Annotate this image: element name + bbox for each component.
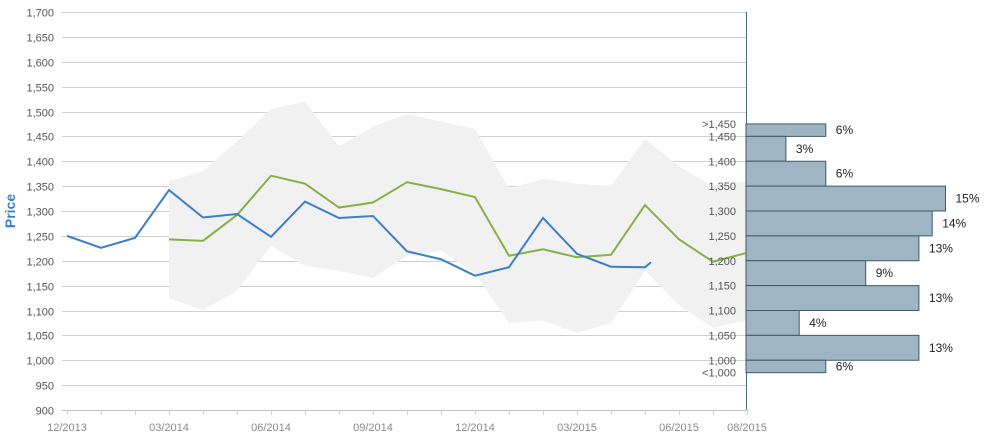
- histogram-bin-label: <1,000: [702, 368, 736, 380]
- histogram-bar: [745, 260, 867, 287]
- histogram-percent-label: 3%: [796, 142, 814, 156]
- y-tick-label: 900: [36, 406, 54, 418]
- histogram-percent-label: 6%: [836, 167, 854, 181]
- histogram-percent-label: 4%: [809, 316, 827, 330]
- y-tick-label: 1,500: [26, 108, 54, 120]
- histogram-percent-label: 15%: [956, 192, 980, 206]
- y-tick-label: 1,550: [26, 83, 54, 95]
- histogram-percent-label: 6%: [836, 123, 854, 137]
- y-tick-label: 1,100: [26, 307, 54, 319]
- y-tick-label: 1,350: [26, 182, 54, 194]
- histogram-bin-label: 1,200: [708, 256, 736, 268]
- y-tick-label: 1,250: [26, 232, 54, 244]
- x-tick-label: 12/2013: [47, 422, 87, 434]
- y-axis-tick-labels: 1,700 1,650 1,600 1,550 1,500 1,450 1,400 1,350…: [26, 8, 54, 418]
- x-tick-label: 03/2015: [557, 422, 597, 434]
- histogram-bin-label: 1,400: [708, 156, 736, 168]
- y-tick-label: 1,650: [26, 33, 54, 45]
- histogram-bin-label: 1,100: [708, 306, 736, 318]
- histogram-percent-label: 13%: [929, 291, 953, 305]
- histogram-bin-label: 1,000: [708, 355, 736, 367]
- histogram-bar: [745, 334, 920, 361]
- y-tick-label: 1,050: [26, 331, 54, 343]
- y-tick-label: 1,150: [26, 282, 54, 294]
- histogram-bin-label: 1,050: [708, 330, 736, 342]
- blue-price-series-line: [66, 188, 652, 277]
- histogram-bar: [745, 310, 800, 336]
- histogram-bin-label: 1,450: [708, 131, 736, 143]
- histogram-bin-label: 1,250: [708, 231, 736, 243]
- x-tick-label: 03/2014: [149, 422, 189, 434]
- forecast-range-band: [169, 101, 746, 333]
- histogram-bar: [745, 160, 827, 187]
- histogram-bin-label: 1,150: [708, 281, 736, 293]
- histogram-bar: [745, 285, 920, 311]
- y-tick-label: 1,450: [26, 132, 54, 144]
- histogram-bar: [745, 210, 933, 237]
- y-axis-title: Price: [2, 194, 18, 228]
- histogram-bar: [745, 135, 787, 162]
- x-tick-label: 09/2014: [353, 422, 393, 434]
- x-axis: 12/2013 03/2014 06/2014 09/2014 12/2014 03/20…: [47, 410, 767, 434]
- histogram-percent-label: 14%: [942, 216, 966, 230]
- x-tick-label: 06/2014: [251, 422, 291, 434]
- histogram-bin-label: >1,450: [702, 119, 736, 131]
- histogram-percent-label: 6%: [836, 359, 854, 373]
- green-price-series-line: [168, 174, 748, 263]
- histogram-bar: [745, 123, 827, 137]
- y-tick-label: 1,400: [26, 157, 54, 169]
- histogram-percent-label: 13%: [929, 341, 953, 355]
- y-tick-label: 950: [36, 381, 54, 393]
- x-tick-label: 06/2015: [659, 422, 699, 434]
- y-tick-label: 1,300: [26, 207, 54, 219]
- y-tick-label: 1,700: [26, 8, 54, 20]
- y-tick-label: 1,200: [26, 257, 54, 269]
- histogram-percent-label: 9%: [876, 266, 894, 280]
- histogram-bar: [745, 185, 946, 212]
- x-tick-label: 08/2015: [727, 422, 767, 434]
- histogram-percent-label: 13%: [929, 241, 953, 255]
- histogram-bin-label: 1,300: [708, 206, 736, 218]
- histogram-bar: [745, 235, 920, 262]
- y-tick-label: 1,600: [26, 58, 54, 70]
- histogram-bin-label: 1,350: [708, 181, 736, 193]
- histogram-bar: [745, 359, 827, 374]
- y-tick-label: 1,000: [26, 356, 54, 368]
- x-tick-label: 12/2014: [455, 422, 495, 434]
